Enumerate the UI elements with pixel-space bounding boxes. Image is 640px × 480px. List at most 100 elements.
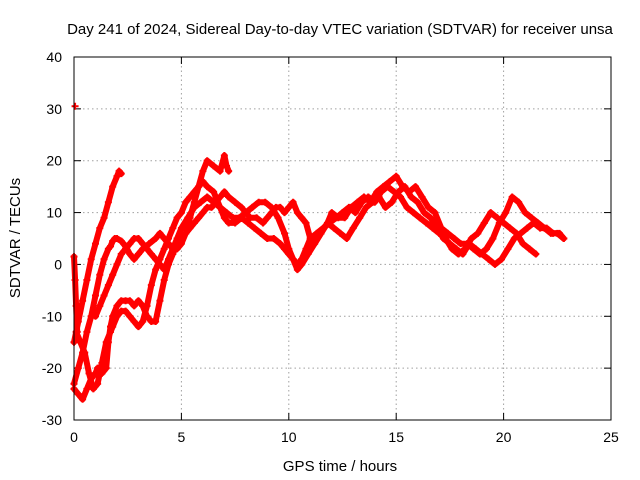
series-trace-6 <box>91 183 568 320</box>
data-point <box>465 240 473 248</box>
data-point <box>525 245 533 253</box>
data-point <box>100 255 108 263</box>
data-point <box>285 203 293 211</box>
data-point <box>117 170 125 178</box>
data-point <box>555 229 563 237</box>
data-point <box>199 167 207 175</box>
data-point <box>152 317 160 325</box>
data-point <box>160 245 168 253</box>
data-point <box>210 198 218 206</box>
data-point <box>517 229 525 237</box>
y-axis-label: SDTVAR / TECUs <box>7 178 24 298</box>
data-point <box>493 214 501 222</box>
data-point <box>536 224 544 232</box>
data-point <box>165 235 173 242</box>
data-point <box>100 214 108 222</box>
data-point <box>113 172 121 180</box>
data-point <box>416 214 424 222</box>
data-point <box>257 229 265 237</box>
y-tick-label: -20 <box>42 360 62 376</box>
data-point <box>276 203 284 211</box>
data-point <box>143 245 151 253</box>
data-point <box>480 219 488 227</box>
data-point <box>177 224 185 232</box>
series-trace-7 <box>71 102 79 110</box>
y-tick-label: 40 <box>46 49 62 65</box>
data-point <box>274 214 282 222</box>
data-point <box>504 245 512 253</box>
data-point <box>117 237 125 245</box>
data-point <box>304 250 312 258</box>
data-point <box>134 323 142 331</box>
data-point <box>223 162 231 170</box>
data-point <box>311 240 319 248</box>
data-point <box>302 219 310 227</box>
data-point <box>339 209 346 217</box>
data-point <box>351 209 359 217</box>
data-point <box>431 209 439 217</box>
data-point <box>83 385 91 393</box>
data-point <box>427 214 435 222</box>
data-point <box>186 193 194 201</box>
data-point <box>134 250 142 258</box>
data-point <box>89 385 97 393</box>
data-point <box>523 224 531 232</box>
data-point <box>225 167 233 175</box>
data-point <box>349 224 357 232</box>
data-point <box>134 297 142 305</box>
data-point <box>293 266 301 274</box>
data-point <box>452 245 460 253</box>
data-point <box>74 390 82 398</box>
data-point <box>152 235 160 242</box>
data-point <box>306 235 314 242</box>
series-trace <box>71 152 232 387</box>
data-point <box>130 302 138 310</box>
data-point <box>91 312 99 320</box>
data-point <box>122 245 130 253</box>
data-point <box>74 364 82 372</box>
data-point <box>156 297 164 305</box>
data-point <box>394 188 402 196</box>
data-point <box>388 198 396 206</box>
plot-frame <box>73 56 612 421</box>
y-tick-label: -10 <box>42 308 62 324</box>
data-point <box>235 214 243 222</box>
chart-title: Day 241 of 2024, Sidereal Day-to-day VTE… <box>67 21 613 38</box>
data-point <box>199 209 207 217</box>
data-point <box>341 214 349 222</box>
data-point <box>261 198 269 206</box>
data-point <box>323 219 331 227</box>
data-point <box>519 240 527 248</box>
data-point <box>195 214 203 222</box>
data-point <box>156 260 164 268</box>
data-point <box>79 395 87 403</box>
data-point <box>96 271 104 279</box>
data-point <box>186 224 194 232</box>
data-point <box>126 297 134 305</box>
data-point <box>126 240 134 248</box>
series-trace <box>92 183 567 320</box>
data-point <box>414 198 422 206</box>
data-point <box>450 235 458 242</box>
data-point <box>156 229 164 237</box>
data-point <box>126 250 134 258</box>
data-point <box>276 240 284 248</box>
data-point <box>255 198 263 206</box>
data-point <box>139 317 147 325</box>
data-point <box>94 380 102 388</box>
data-point <box>229 214 237 222</box>
data-point <box>530 219 538 227</box>
data-point <box>225 219 233 227</box>
data-point <box>169 224 177 232</box>
data-point <box>268 203 276 211</box>
data-point <box>126 312 134 320</box>
data-point <box>117 250 125 258</box>
data-point <box>459 250 467 258</box>
data-point <box>145 240 153 248</box>
data-point <box>184 214 192 222</box>
x-tick-label: 25 <box>603 429 619 445</box>
data-point <box>381 203 389 211</box>
data-point <box>203 193 211 201</box>
data-point <box>332 214 340 222</box>
data-point <box>173 235 181 242</box>
